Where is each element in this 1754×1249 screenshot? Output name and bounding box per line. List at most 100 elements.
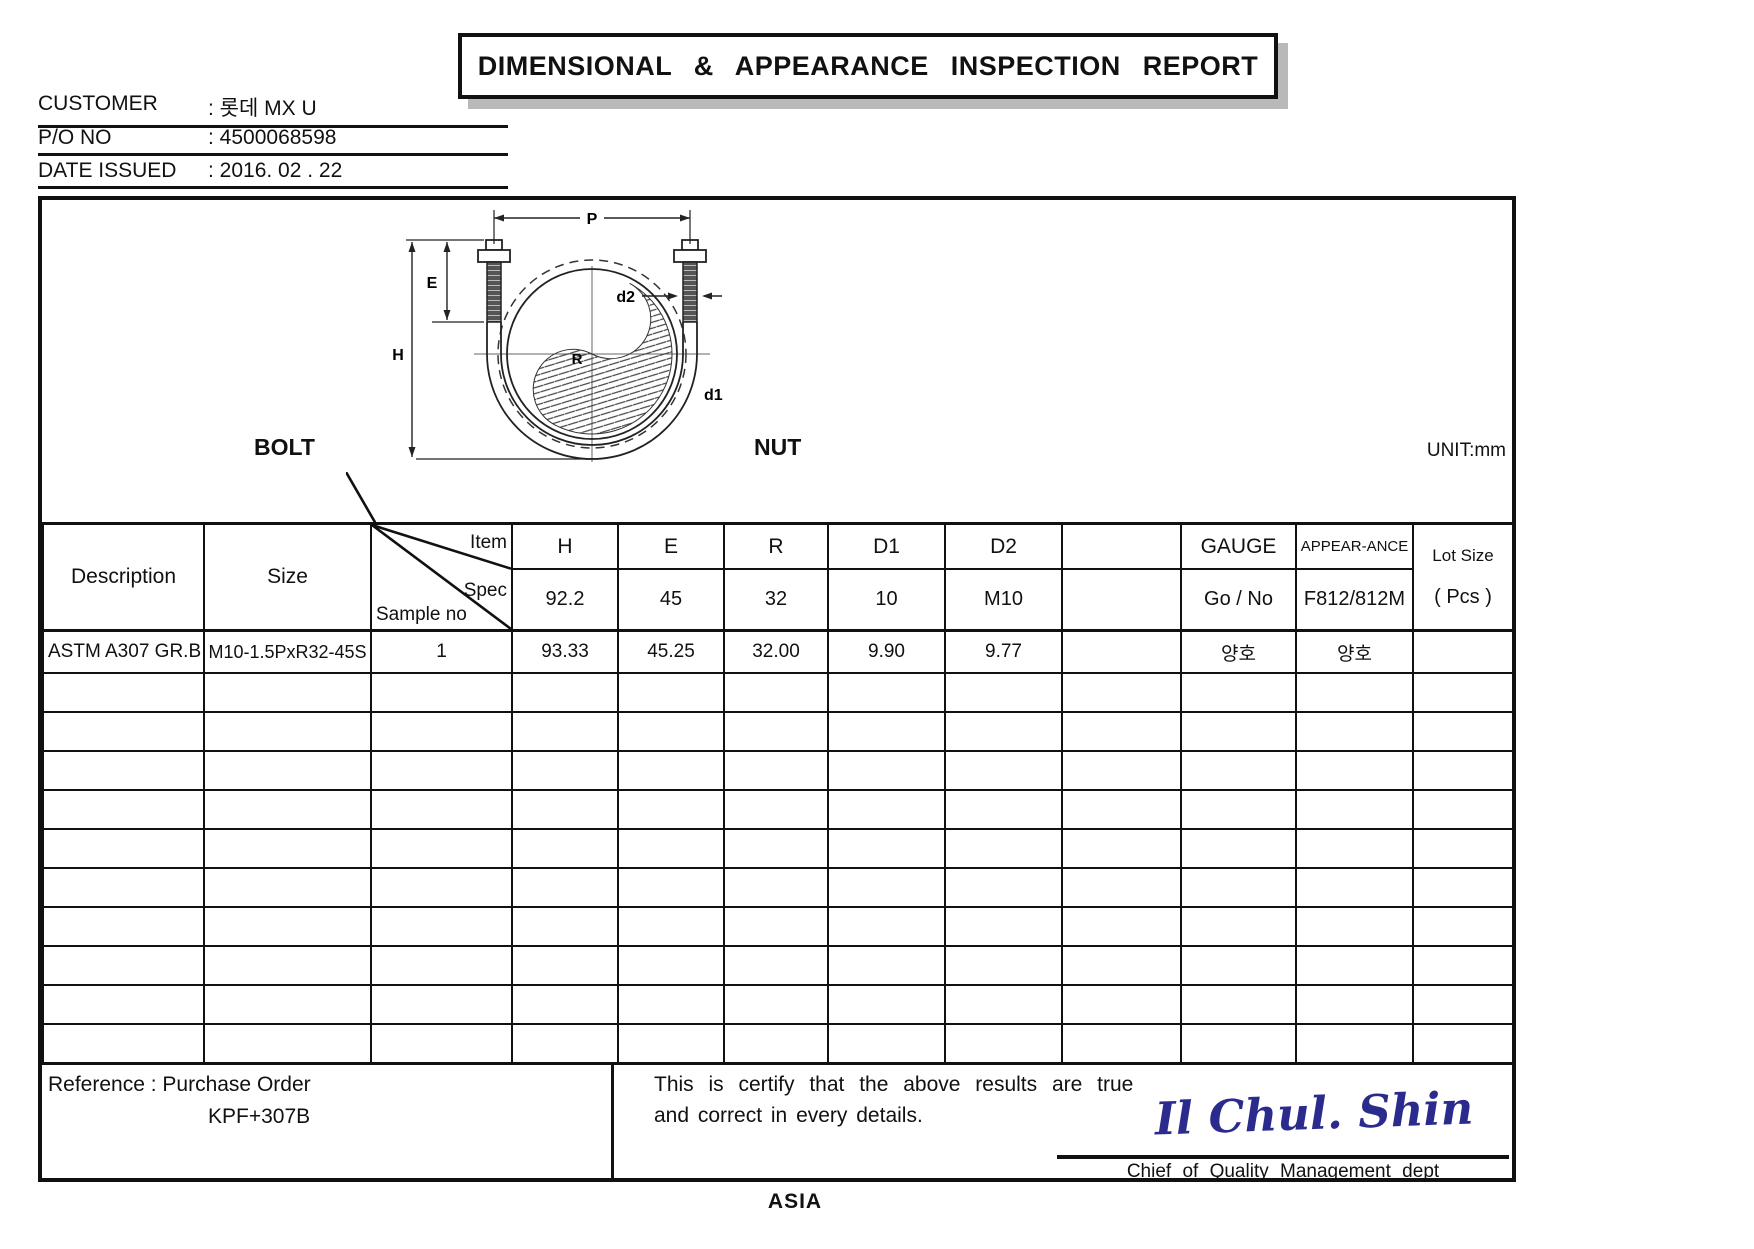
header-h: H [511, 522, 619, 570]
empty-cell [1180, 711, 1297, 752]
empty-cell [827, 789, 946, 830]
empty-cell [370, 711, 513, 752]
table-empty-row [42, 672, 1514, 713]
empty-cell [617, 672, 725, 713]
empty-cell [370, 828, 513, 869]
empty-cell [370, 945, 513, 986]
empty-cell [1412, 867, 1514, 908]
dim-d2-label: d2 [616, 289, 635, 306]
report-title: DIMENSIONAL & APPEARANCE INSPECTION REPO… [458, 33, 1278, 99]
reference-cell: Reference : Purchase Order KPF+307B [42, 1065, 614, 1178]
data-sample-no: 1 [370, 629, 513, 674]
empty-cell [1412, 906, 1514, 947]
description-header: Description [42, 522, 205, 632]
size-header: Size [203, 522, 372, 632]
empty-cell [944, 789, 1063, 830]
empty-cell [511, 711, 619, 752]
empty-cell [203, 945, 372, 986]
empty-cell [1180, 672, 1297, 713]
empty-cell [723, 750, 829, 791]
empty-cell [1061, 672, 1182, 713]
empty-cell [617, 984, 725, 1025]
empty-cell [827, 984, 946, 1025]
spec-e: 45 [617, 568, 725, 632]
empty-cell [203, 906, 372, 947]
certify-line1: This is certify that the above results a… [654, 1073, 1134, 1096]
empty-cell [827, 1023, 946, 1064]
empty-cell [723, 789, 829, 830]
empty-cell [827, 906, 946, 947]
reference-line2: KPF+307B [208, 1105, 311, 1128]
empty-cell [1061, 867, 1182, 908]
table-empty-row [42, 789, 1514, 830]
empty-cell [723, 867, 829, 908]
table-empty-row [42, 1023, 1514, 1064]
po-row: P/O NO : 4500068598 [38, 126, 508, 156]
empty-cell [1180, 906, 1297, 947]
empty-cell [1295, 867, 1414, 908]
lot-size-unit: ( Pcs ) [1434, 585, 1492, 608]
empty-cell [370, 672, 513, 713]
empty-cell [827, 867, 946, 908]
po-value: : 4500068598 [208, 126, 337, 149]
empty-cell [1295, 828, 1414, 869]
bolt-label: BOLT [254, 434, 315, 460]
lot-size-cell: Lot Size ( Pcs ) [1412, 522, 1514, 632]
empty-cell [944, 906, 1063, 947]
spec-r: 32 [723, 568, 829, 632]
customer-value: : 롯데 MX U [208, 97, 317, 120]
empty-cell [203, 984, 372, 1025]
empty-cell [1295, 945, 1414, 986]
main-box: P E H d2 d1 R BOLT [38, 196, 1516, 1182]
dim-p-label: P [587, 211, 598, 228]
data-size: M10-1.5PxR32-45S [203, 629, 372, 674]
corner-item-label: Item [470, 532, 507, 553]
empty-cell [617, 828, 725, 869]
inspection-table: Description Size Item Spec Sample no H E… [42, 522, 1514, 1064]
unit-label: UNIT:mm [1426, 440, 1506, 461]
table-empty-row [42, 867, 1514, 908]
empty-cell [1180, 750, 1297, 791]
empty-cell [42, 711, 205, 752]
reference-line1: Reference : Purchase Order [48, 1073, 311, 1096]
signature-line [1057, 1155, 1509, 1159]
empty-cell [1180, 984, 1297, 1025]
empty-cell [1295, 984, 1414, 1025]
spec-d2: M10 [944, 568, 1063, 632]
empty-cell [723, 672, 829, 713]
empty-cell [944, 867, 1063, 908]
dim-d1-label: d1 [704, 387, 723, 404]
header-item-row: Description Size Item Spec Sample no H E… [42, 522, 1514, 632]
empty-cell [723, 984, 829, 1025]
empty-cell [723, 711, 829, 752]
empty-cell [1295, 906, 1414, 947]
date-label: DATE ISSUED [38, 159, 177, 182]
empty-cell [723, 945, 829, 986]
empty-cell [617, 945, 725, 986]
empty-cell [617, 867, 725, 908]
corner-spec-label: Spec [463, 580, 507, 601]
lot-size-header: Lot Size [1432, 545, 1494, 565]
empty-cell [42, 984, 205, 1025]
customer-label: CUSTOMER [38, 92, 158, 115]
certification-cell: This is certify that the above results a… [614, 1065, 1512, 1182]
corner-lead-line [346, 472, 376, 524]
empty-cell [42, 906, 205, 947]
empty-cell [1295, 672, 1414, 713]
spec-d1: 10 [827, 568, 946, 632]
corner-cell: Item Spec Sample no [370, 522, 513, 632]
corner-diagonals [372, 525, 511, 629]
empty-cell [827, 945, 946, 986]
empty-cell [723, 1023, 829, 1064]
empty-cell [370, 906, 513, 947]
data-d1: 9.90 [827, 629, 946, 674]
empty-cell [1412, 828, 1514, 869]
empty-cell [723, 906, 829, 947]
empty-cell [370, 1023, 513, 1064]
empty-cell [511, 1023, 619, 1064]
empty-cell [1180, 867, 1297, 908]
empty-cell [370, 984, 513, 1025]
empty-cell [827, 750, 946, 791]
header-spec-row: 92.2 45 32 10 M10 Go / No F812/812M [43, 568, 1513, 632]
empty-cell [203, 789, 372, 830]
